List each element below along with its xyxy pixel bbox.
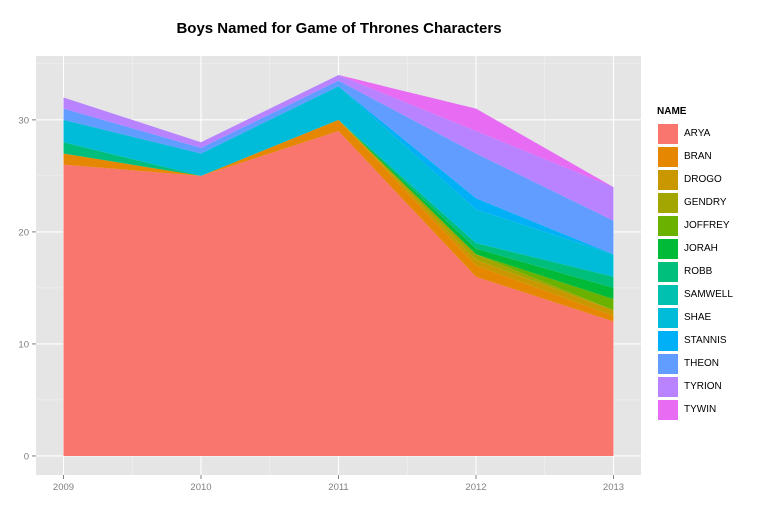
- area-arya: [63, 131, 614, 456]
- legend-label: ROBB: [684, 266, 713, 277]
- legend-title: NAME: [657, 106, 687, 117]
- legend-label: TYWIN: [684, 404, 717, 415]
- y-tick-label: 20: [18, 227, 29, 238]
- legend-item-gendry: GENDRY: [657, 191, 757, 214]
- legend-item-bran: BRAN: [657, 145, 757, 168]
- legend-key: [657, 260, 679, 283]
- legend-item-robb: ROBB: [657, 260, 757, 283]
- legend-key: [657, 283, 679, 306]
- legend-key: [657, 329, 679, 352]
- legend-item-samwell: SAMWELL: [657, 283, 757, 306]
- legend-label: SAMWELL: [684, 289, 733, 300]
- legend-item-stannis: STANNIS: [657, 329, 757, 352]
- area-tyrion: [63, 75, 614, 221]
- legend-key: [657, 352, 679, 375]
- legend-label: SHAE: [684, 312, 712, 323]
- area-robb: [63, 119, 614, 288]
- legend-item-arya: ARYA: [657, 122, 757, 145]
- legend-label: BRAN: [684, 151, 712, 162]
- legend-label: TYRION: [684, 381, 722, 392]
- y-axis: 0 10 20 30: [18, 115, 36, 462]
- legend-key: [657, 237, 679, 260]
- area-shae: [63, 86, 614, 277]
- legend-label: THEON: [684, 358, 719, 369]
- chart-title: Boys Named for Game of Thrones Character…: [176, 20, 502, 37]
- x-tick-label: 2011: [328, 482, 348, 493]
- legend-key: [657, 122, 679, 145]
- area-layers: [63, 75, 614, 456]
- x-tick-label: 2010: [190, 482, 211, 493]
- legend-key: [657, 375, 679, 398]
- legend-key: [657, 191, 679, 214]
- legend-label: DROGO: [684, 174, 722, 185]
- legend-item-joffrey: JOFFREY: [657, 214, 757, 237]
- legend-item-tyrion: TYRION: [657, 375, 757, 398]
- legend-item-jorah: JORAH: [657, 237, 757, 260]
- legend-item-theon: THEON: [657, 352, 757, 375]
- legend-items: ARYA BRAN DROGO GENDRY JOFFREY JORAH ROBB SAMWE…: [657, 122, 757, 421]
- y-tick-label: 30: [18, 115, 29, 126]
- y-tick-label: 10: [18, 339, 29, 350]
- legend-item-drogo: DROGO: [657, 168, 757, 191]
- area-tywin: [63, 75, 614, 188]
- legend-key: [657, 168, 679, 191]
- legend-item-shae: SHAE: [657, 306, 757, 329]
- legend-key: [657, 398, 679, 421]
- legend-label: JORAH: [684, 243, 718, 254]
- area-theon: [63, 80, 614, 255]
- legend-label: JOFFREY: [684, 220, 730, 231]
- x-tick-label: 2012: [465, 482, 486, 493]
- area-jorah: [63, 119, 614, 300]
- legend-key: [657, 214, 679, 237]
- legend-item-tywin: TYWIN: [657, 398, 757, 421]
- legend: NAME ARYA BRAN DROGO GENDRY JOFFREY JORAH ROBB…: [657, 106, 757, 421]
- y-tick-label: 0: [24, 451, 29, 462]
- x-tick-label: 2009: [53, 482, 74, 493]
- area-bran: [63, 119, 614, 322]
- x-tick-label: 2013: [603, 482, 624, 493]
- legend-label: STANNIS: [684, 335, 727, 346]
- legend-label: GENDRY: [684, 197, 727, 208]
- legend-key: [657, 145, 679, 168]
- x-axis: 2009 2010 2011 2012 2013: [53, 475, 624, 493]
- legend-label: ARYA: [684, 128, 711, 139]
- legend-key: [657, 306, 679, 329]
